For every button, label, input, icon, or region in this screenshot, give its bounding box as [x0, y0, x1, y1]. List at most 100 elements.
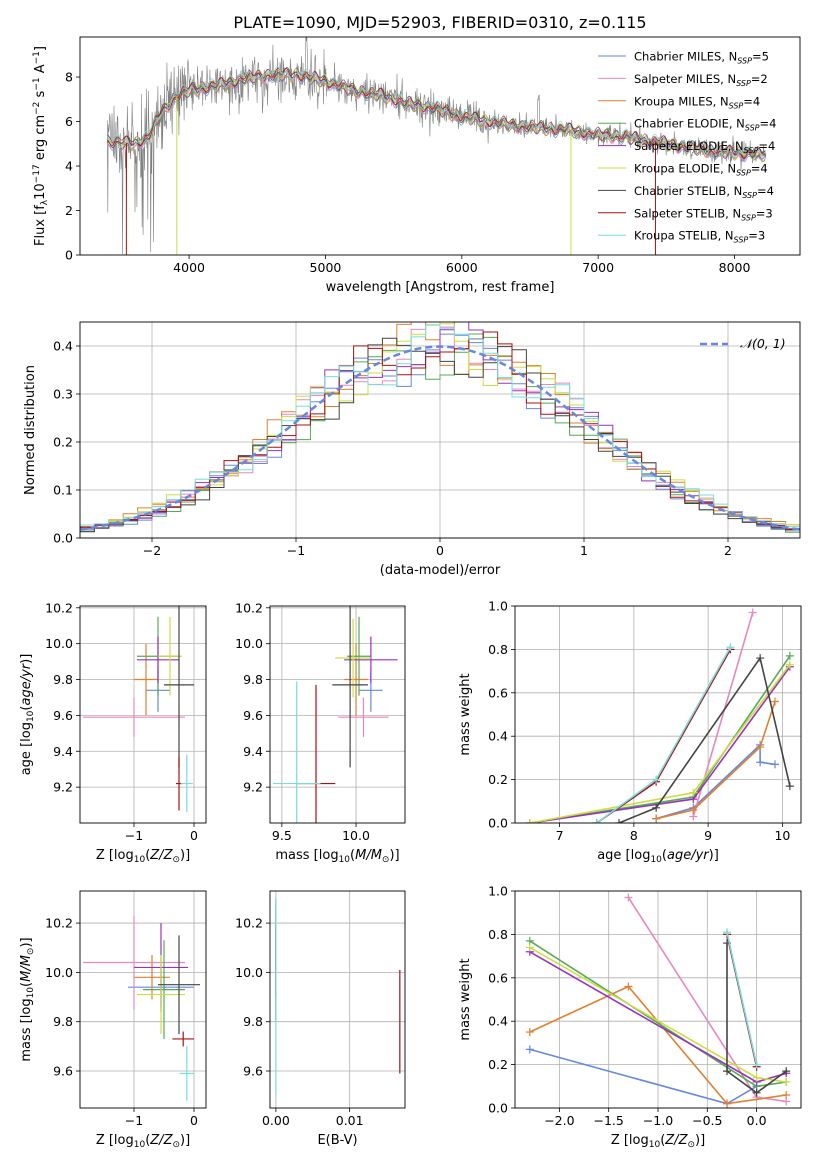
label-part: A	[33, 64, 48, 77]
x-tick-label: 9	[704, 828, 712, 843]
label-part: (	[145, 1133, 150, 1148]
label-part: M/M	[355, 848, 382, 863]
y-tick-label: 6	[65, 114, 73, 129]
label-part: )]	[19, 654, 34, 664]
y-tick-label: 9.6	[53, 1064, 73, 1079]
y-tick-label: 1.0	[488, 599, 508, 614]
y-tick-label: 0.2	[488, 1057, 508, 1072]
y-axis-label: Normed distribution	[23, 365, 38, 495]
model-spectrum-kroupa-stelib	[107, 66, 766, 159]
y-tick-label: 0.2	[488, 772, 508, 787]
axes-frame	[514, 890, 802, 1109]
label-part: (	[145, 848, 150, 863]
plot-area	[107, 37, 767, 255]
label-part: E(B-V)	[317, 1133, 357, 1148]
x-tick-label: 2	[724, 543, 732, 558]
chart-weight-vs-metallicity: −2.0 −1.5 −1.0 −0.5 0.0 0.0 0.2 0.4 0.6 0.8 1.0 Z […	[458, 884, 802, 1150]
x-tick-label: −0.5	[692, 1113, 722, 1128]
label-part: Chabrier ELODIE, N	[634, 117, 745, 131]
label-part: age [log	[19, 722, 34, 775]
y-tick-label: 8	[65, 70, 73, 85]
label-part: Z/Z	[664, 1133, 688, 1148]
label-part: )]	[180, 1133, 190, 1148]
weight-marker-kroupa-stelib	[752, 1060, 761, 1069]
x-tick-label: 0	[190, 1113, 198, 1128]
y-tick-label: 0.0	[488, 1101, 508, 1116]
gaussian-curve	[80, 345, 800, 531]
weight-line-chabrier-elodie	[529, 655, 791, 823]
label-part: (	[662, 848, 667, 863]
legend-label-gaussian: 𝒩(0, 1)	[740, 336, 786, 351]
axes-frame	[514, 605, 802, 824]
histogram-salpeter-elodie	[80, 322, 800, 531]
weight-marker-chabrier-stelib	[756, 654, 765, 663]
y-tick-label: 10.2	[235, 916, 263, 931]
chart-mass-vs-reddening: 0.00 0.01 9.6 9.8 10.0 10.2 E(B-V)	[235, 890, 406, 1148]
x-tick-label: 8	[630, 828, 638, 843]
plot-area	[83, 606, 194, 813]
label-part: )]	[389, 848, 399, 863]
y-tick-label: 0.8	[488, 642, 508, 657]
label-part: ⊙	[26, 948, 36, 956]
label-part: (	[350, 848, 355, 863]
x-tick-label: 0.01	[336, 1113, 364, 1128]
label-part: SSP	[737, 57, 752, 66]
label-part: mass weight	[458, 673, 473, 755]
axes-frame	[79, 605, 207, 824]
label-part: SSP	[736, 79, 751, 88]
label-part: wavelength [Angstrom, rest frame]	[326, 280, 555, 295]
y-tick-label: 10.0	[45, 965, 73, 980]
x-tick-label: 0.00	[262, 1113, 290, 1128]
y-tick-label: 0.3	[53, 387, 73, 402]
y-tick-label: 2	[65, 203, 73, 218]
label-part: =3	[748, 229, 765, 243]
legend-label-kroupa-stelib: Kroupa STELIB, NSSP=3	[634, 229, 765, 245]
y-tick-label: 9.2	[53, 780, 73, 795]
label-part: mass [log	[19, 998, 34, 1061]
x-axis-label: Z [log10(Z/Z⊙)]	[96, 848, 190, 865]
label-part: age [log	[597, 848, 650, 863]
label-part: Z [log	[96, 848, 134, 863]
plot-area	[525, 608, 794, 823]
y-tick-label: 9.4	[53, 744, 73, 759]
y-tick-label: 4	[65, 159, 73, 174]
label-part: 10	[134, 855, 146, 865]
weight-line-kroupa-miles	[655, 701, 776, 820]
weight-marker-salpeter-miles	[624, 893, 633, 902]
label-part: =4	[758, 139, 775, 153]
plot-area	[275, 898, 401, 1096]
legend-label-chabrier-stelib: Chabrier STELIB, NSSP=4	[634, 184, 774, 200]
y-tick-label: 10.0	[235, 965, 263, 980]
x-tick-label: 1	[580, 543, 588, 558]
label-part: −17	[32, 164, 42, 183]
x-axis-label: age [log10(age/yr)]	[597, 848, 719, 865]
label-part: Kroupa STELIB, N	[634, 229, 734, 243]
y-tick-label: 0.1	[53, 483, 73, 498]
y-tick-label: 0.6	[488, 970, 508, 985]
y-axis-label: age [log10(age/yr)]	[19, 654, 36, 776]
label-part: 10	[26, 710, 36, 722]
label-part: 10	[339, 855, 351, 865]
weight-line-kroupa-elodie	[529, 664, 791, 823]
y-tick-label: 0	[65, 248, 73, 263]
weight-marker-chabrier-stelib	[652, 803, 661, 812]
weight-marker-kroupa-elodie	[785, 660, 794, 669]
legend-label-chabrier-miles: Chabrier MILES, NSSP=5	[634, 50, 769, 66]
y-tick-label: 10.2	[45, 916, 73, 931]
x-tick-label: 0	[190, 828, 198, 843]
label-part: Normed distribution	[23, 365, 38, 495]
label-part: Salpeter MILES, N	[634, 72, 736, 86]
weight-line-kroupa-miles	[529, 985, 787, 1105]
x-tick-label: 9.5	[272, 828, 292, 843]
label-part: ⊙	[687, 1140, 695, 1150]
weight-marker-chabrier-stelib	[723, 1067, 732, 1076]
y-tick-label: 10.2	[235, 600, 263, 615]
label-part: erg cm	[33, 115, 48, 164]
y-tick-label: 9.8	[243, 672, 263, 687]
label-part: SSP	[745, 124, 760, 133]
x-axis-label: wavelength [Angstrom, rest frame]	[326, 280, 555, 295]
weight-line-chabrier-stelib	[618, 656, 791, 823]
label-part: 10	[650, 855, 662, 865]
x-tick-label: −1.0	[643, 1113, 673, 1128]
